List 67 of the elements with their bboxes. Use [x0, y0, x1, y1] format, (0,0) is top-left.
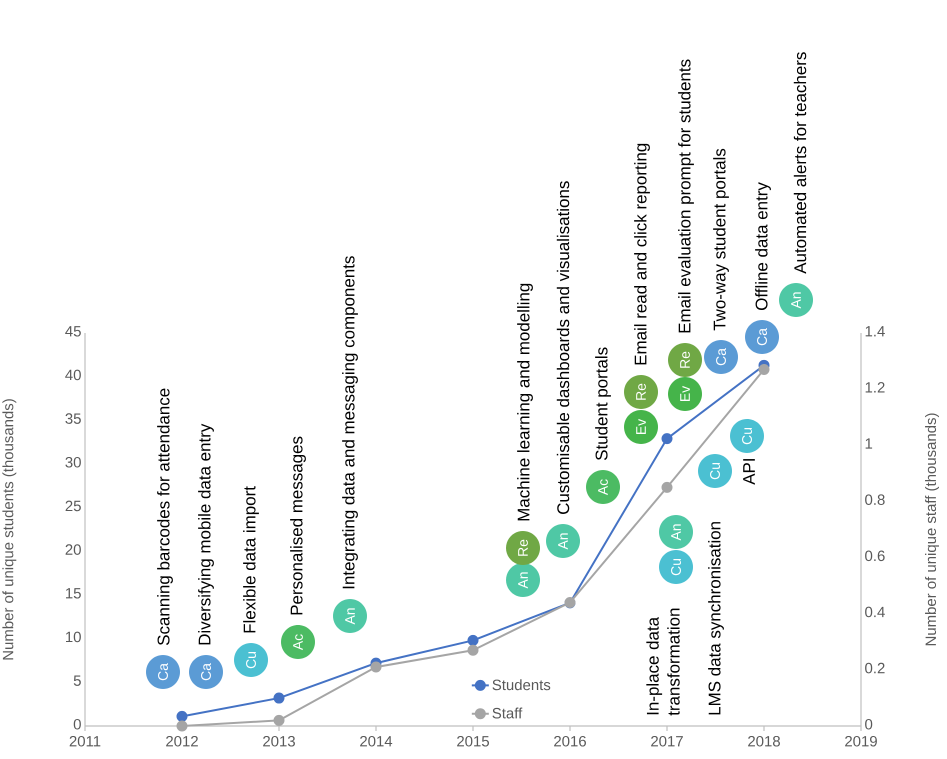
annotation: Scanning barcodes for attendance — [157, 388, 173, 646]
annotation: API — [743, 459, 755, 485]
y2-tick-label: 1.2 — [866, 382, 885, 393]
annotation: Re — [680, 352, 690, 368]
annotation: Ca — [201, 663, 211, 680]
y-tick-label: 30 — [65, 456, 81, 468]
annotation: Ev — [680, 386, 690, 401]
x-tick-label: 2011 — [70, 736, 100, 747]
annotation: An — [558, 533, 568, 550]
annotation: An — [518, 572, 528, 588]
annotation: An — [671, 524, 681, 540]
y-tick-label: 20 — [66, 544, 81, 555]
annotation: Customisable dashboards and visualisations — [556, 181, 570, 514]
annotation: Ac — [293, 634, 303, 650]
x-tick-label: 2016 — [554, 736, 586, 747]
text: Two-way student portals — [713, 148, 729, 330]
annotation: Ca — [716, 348, 726, 366]
y-tick-label: 5 — [74, 675, 81, 686]
y2-tick-label: 0.4 — [865, 606, 885, 618]
x-tick-label: 2014 — [360, 736, 392, 747]
x-tick-label: 2015 — [457, 736, 489, 747]
x-tick-label: 2018 — [748, 736, 780, 747]
annotation: Student portals — [595, 348, 611, 460]
y-tick-label: 0 — [74, 718, 81, 730]
y2-tick-label: 1 — [866, 438, 872, 449]
x-tick-label: 2012 — [166, 736, 198, 747]
y-tick-label: 45 — [65, 326, 81, 337]
legend-label: Staff — [492, 708, 522, 718]
y-tick-label: 35 — [65, 413, 81, 424]
x-tick-label: 2017 — [651, 736, 683, 747]
y-tick-label: 40 — [65, 370, 81, 380]
y2-tick-label: 0.2 — [865, 662, 885, 674]
annotation: Ev — [636, 418, 646, 434]
y-tick-label: 25 — [66, 500, 81, 512]
y-tick-label: 15 — [66, 588, 81, 599]
text: Automated alerts for teachers — [794, 52, 806, 274]
annotation: Cu — [742, 428, 752, 444]
annotation: Ca — [158, 663, 168, 680]
annotation: Ca — [757, 328, 767, 346]
annotation: Re — [636, 384, 646, 400]
y2-tick-label: 1.4 — [866, 326, 885, 336]
text: An — [791, 292, 801, 308]
annotation: Email read and click reporting — [634, 144, 650, 364]
y-axis-title: Number of unique students (thousands) — [2, 399, 16, 660]
y2-tick-label: 0.8 — [865, 494, 885, 505]
y2-tick-label: 0 — [865, 718, 872, 730]
y-tick-label: 10 — [66, 632, 81, 642]
annotation: Diversifying mobile data entry — [198, 424, 214, 644]
annotation: Re — [518, 540, 528, 556]
annotation: Ac — [598, 479, 608, 496]
annotation: Email evaluation prompt for students — [678, 60, 694, 332]
annotation: Personalised messages — [290, 436, 306, 614]
y2-tick-label: 0.6 — [865, 550, 885, 562]
legend-label: Students — [492, 679, 550, 690]
annotation: LMS data synchronisation — [708, 522, 724, 714]
annotation: Integrating data and messaging components — [342, 256, 358, 588]
annotation: Machine learning and modelling — [517, 284, 533, 520]
annotation: Cu — [246, 652, 256, 668]
annotation: In-place data transformation — [646, 608, 680, 716]
y2-axis-title: Number of unique staff (thousands) — [925, 413, 939, 646]
annotation: Cu — [710, 463, 720, 480]
x-tick-label: 2013 — [263, 736, 295, 747]
text: Offline data entry — [755, 182, 771, 310]
annotation: An — [345, 608, 355, 624]
annotation: Cu — [671, 559, 681, 576]
annotation: Flexible data import — [243, 486, 259, 632]
x-tick-label: 2019 — [845, 736, 877, 747]
